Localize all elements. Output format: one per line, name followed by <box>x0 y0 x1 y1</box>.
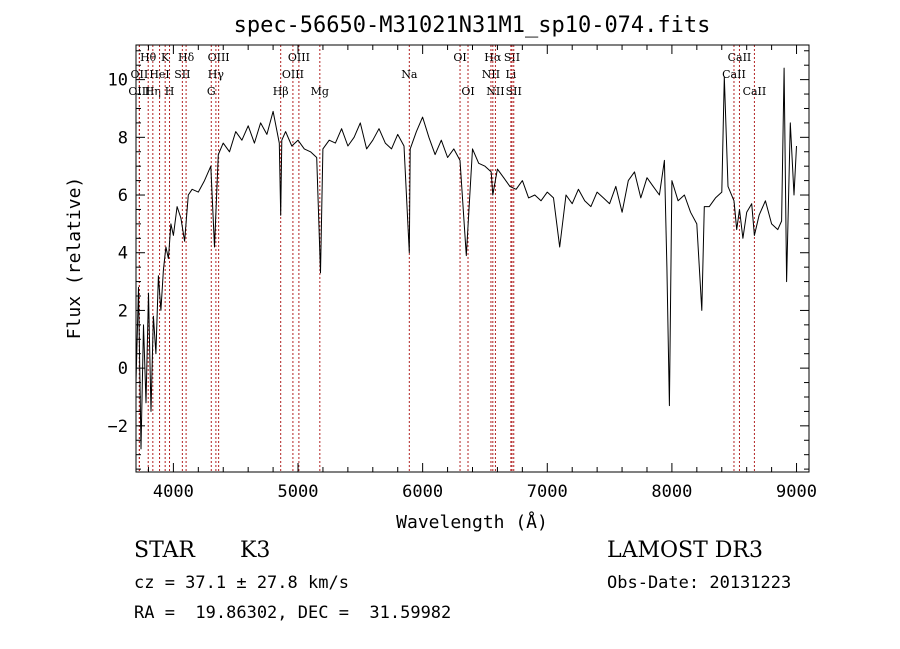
line-marker-label: SII <box>174 68 190 81</box>
line-marker-label: Hη <box>145 85 161 98</box>
line-marker-label: CaII <box>743 85 767 98</box>
line-marker-label: Hγ <box>208 68 225 81</box>
spectrum-line <box>135 67 797 450</box>
line-marker-label: NII <box>486 85 504 98</box>
line-marker-label: Mg <box>311 85 329 98</box>
line-marker-label: SII <box>506 85 522 98</box>
line-marker-label: Hθ <box>140 51 157 64</box>
plot-frame <box>135 44 810 473</box>
subclass: K3 <box>240 538 271 563</box>
y-tick-label: 2 <box>118 301 128 321</box>
line-marker-label: OIII <box>282 68 304 81</box>
y-tick-label: −2 <box>108 417 128 437</box>
x-axis: 4000 5000 6000 7000 8000 9000 <box>147 45 817 502</box>
y-tick-label: 10 <box>108 71 128 91</box>
line-marker-label: HeI <box>149 68 169 81</box>
obs-date: Obs-Date: 20131223 <box>607 573 792 593</box>
x-tick-label: 6000 <box>402 482 443 502</box>
x-tick-label: 7000 <box>527 482 568 502</box>
x-axis-label: Wavelength (Å) <box>396 511 548 533</box>
sky-coordinates: RA = 19.86302, DEC = 31.59982 <box>134 603 452 623</box>
x-tick-label: 8000 <box>651 482 692 502</box>
y-tick-label: 4 <box>118 244 128 264</box>
line-marker-label: G <box>207 85 216 98</box>
line-marker-label: Li <box>505 68 516 81</box>
object-class: STAR <box>134 538 195 563</box>
x-tick-label: 5000 <box>278 482 319 502</box>
survey-name: LAMOST DR3 <box>607 538 763 563</box>
line-marker-label: K <box>161 51 170 64</box>
line-marker-label: OI <box>461 85 474 98</box>
y-tick-label: 0 <box>118 359 128 379</box>
y-axis-label: Flux (relative) <box>64 177 85 340</box>
y-axis: −2 0 2 4 6 8 10 <box>108 50 809 470</box>
line-marker-label: OIII <box>208 51 230 64</box>
chart-title: spec-56650-M31021N31M1_sp10-074.fits <box>234 13 711 38</box>
line-marker-label: OIII <box>288 51 310 64</box>
line-marker-label: Hα <box>484 51 502 64</box>
y-tick-label: 6 <box>118 186 128 206</box>
line-marker-label: OI <box>453 51 466 64</box>
line-marker-label: SII <box>504 51 520 64</box>
line-marker-label: Na <box>401 68 418 81</box>
line-marker-label: OIII <box>128 85 150 98</box>
y-tick-label: 8 <box>118 128 128 148</box>
spectrum-line-group <box>135 67 797 450</box>
x-tick-label: 9000 <box>776 482 817 502</box>
line-marker-label: Hβ <box>273 85 289 98</box>
x-tick-label: 4000 <box>153 482 194 502</box>
line-marker-label: NII <box>482 68 500 81</box>
line-marker-label: Hδ <box>178 51 195 64</box>
line-marker-label: CaII <box>722 68 746 81</box>
redshift-velocity: cz = 37.1 ± 27.8 km/s <box>134 573 349 593</box>
line-marker-label: CaII <box>728 51 752 64</box>
line-marker-label: H <box>165 85 175 98</box>
